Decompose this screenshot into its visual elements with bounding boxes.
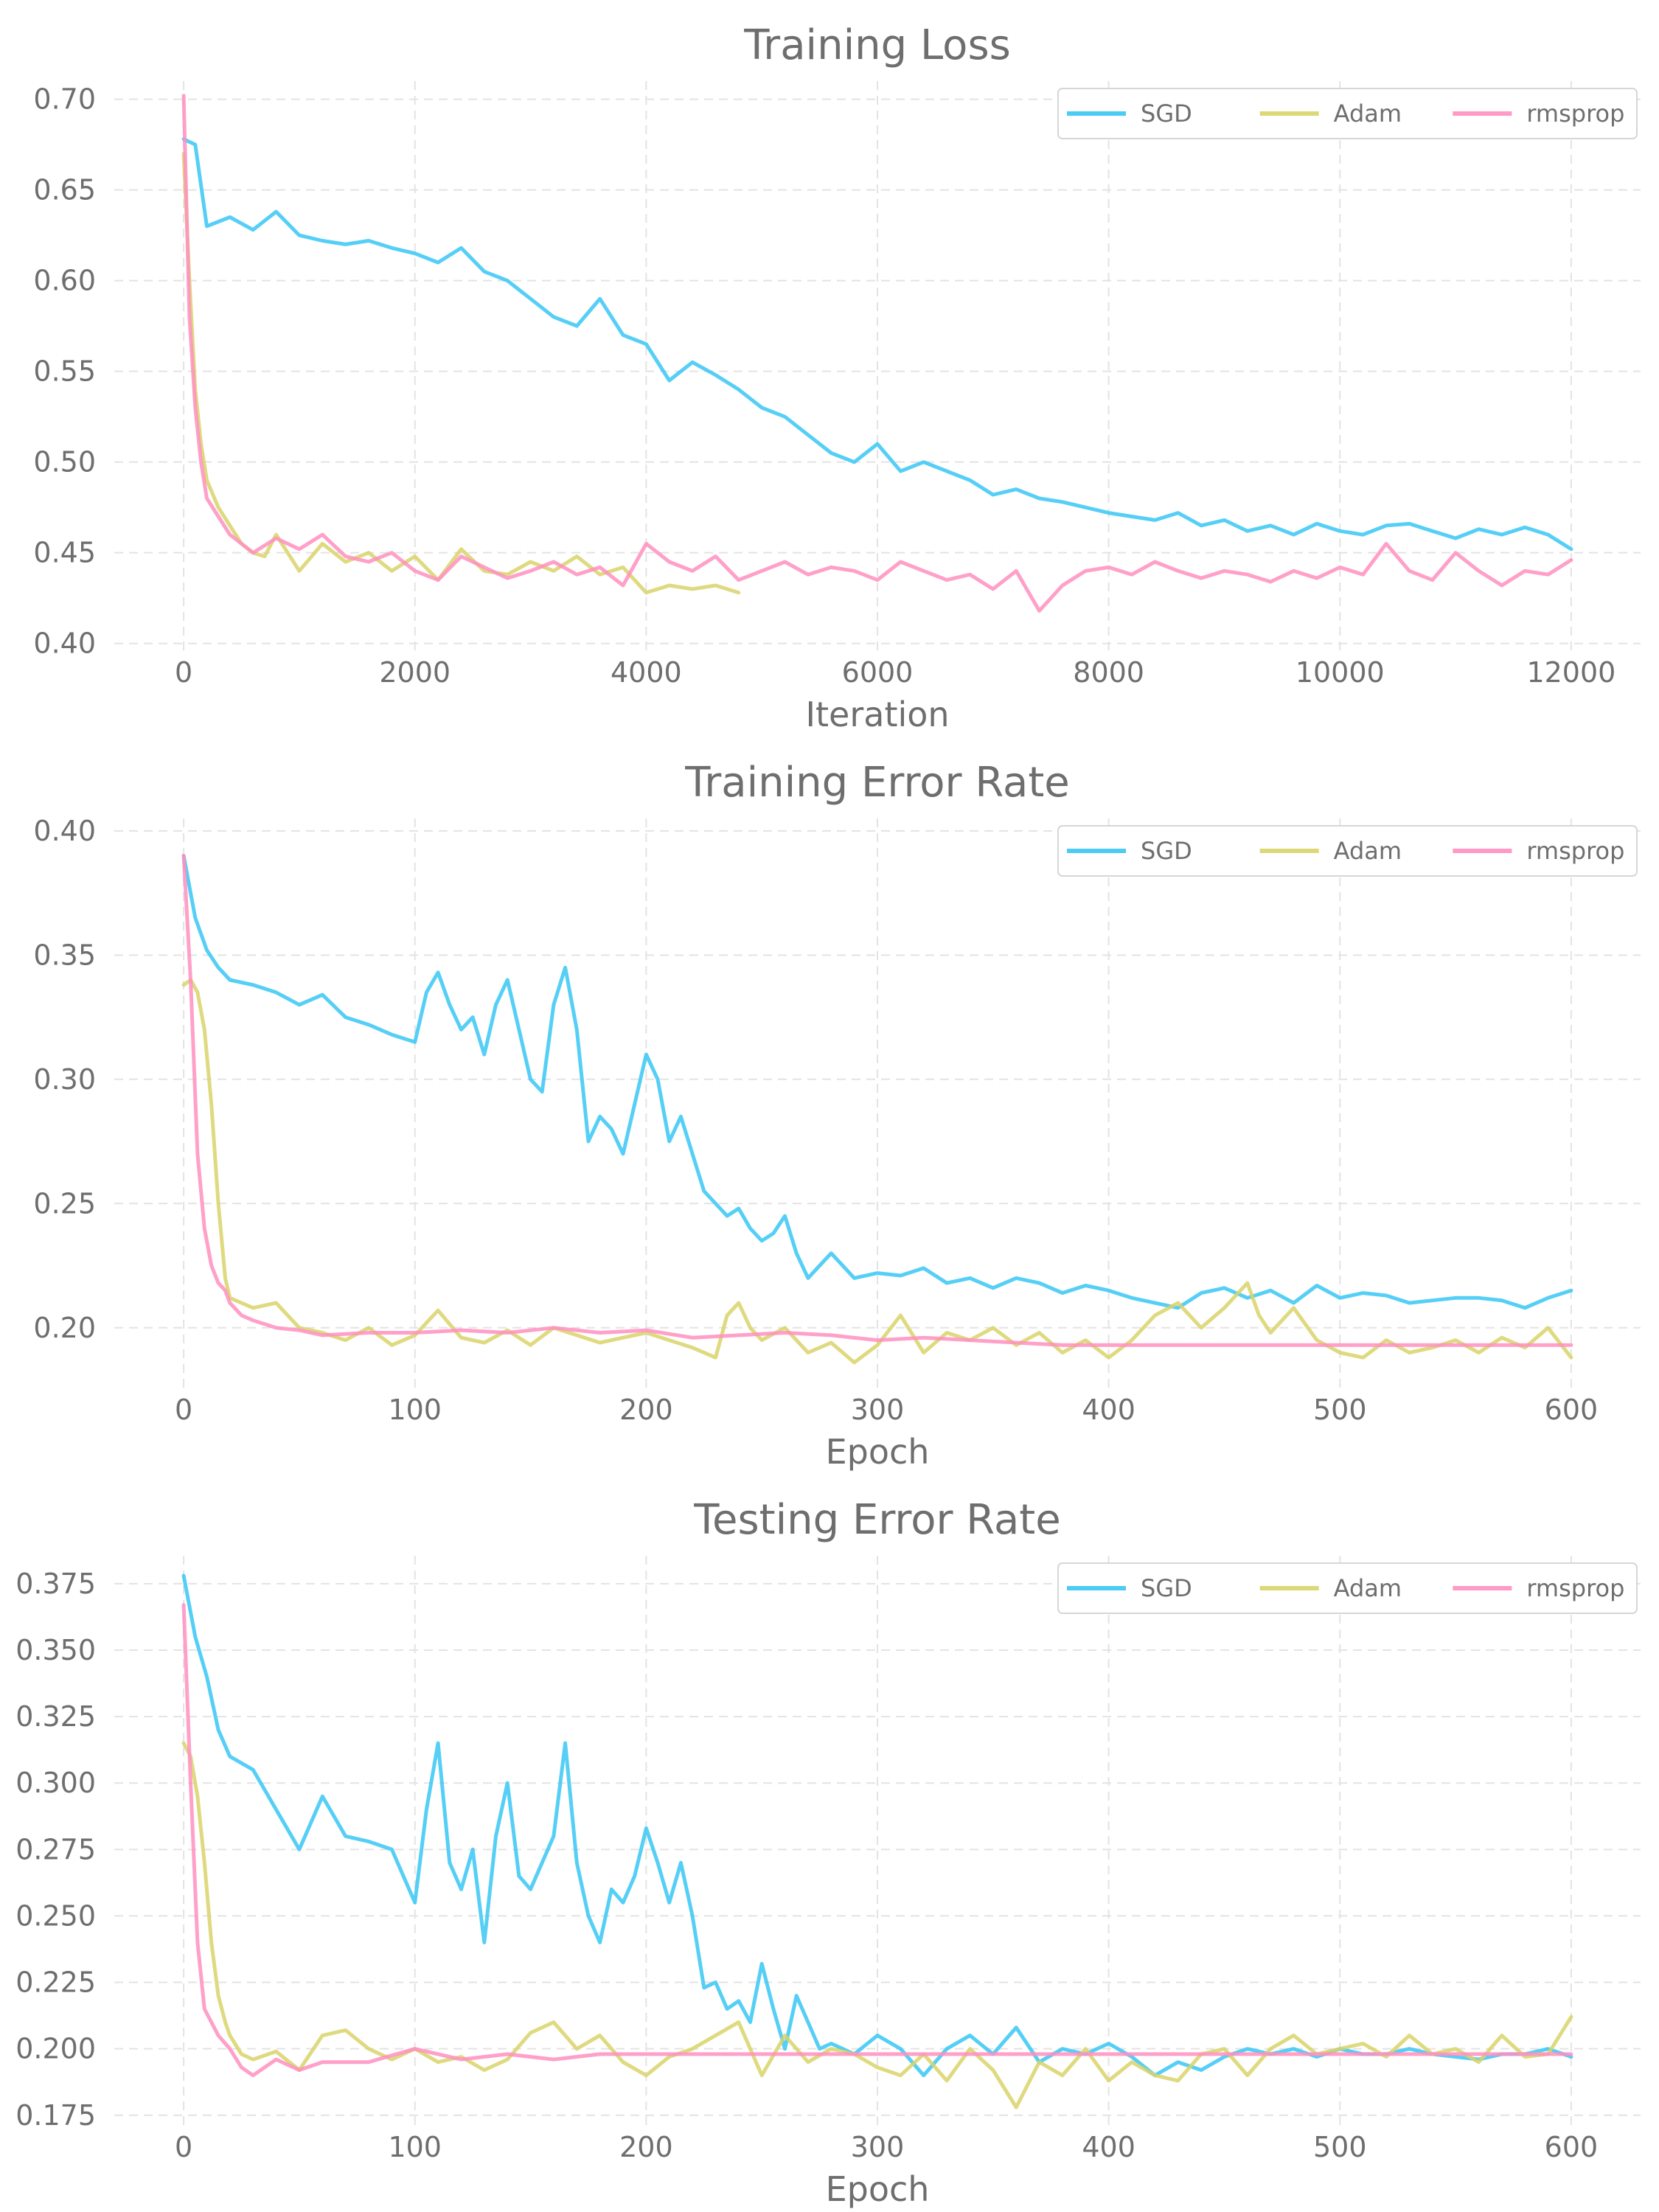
- legend: SGD Adam rmsprop: [1057, 1562, 1638, 1614]
- x-tick-label: 0: [175, 1394, 192, 1426]
- x-tick-label: 6000: [842, 656, 914, 689]
- y-tick-label: 0.30: [33, 1063, 96, 1096]
- x-tick-label: 500: [1313, 1394, 1367, 1426]
- y-tick-label: 0.325: [15, 1700, 96, 1733]
- x-tick-label: 200: [619, 1394, 673, 1426]
- legend-box: [1057, 825, 1638, 877]
- x-tick-label: 4000: [611, 656, 682, 689]
- legend-label-adam: Adam: [1334, 1574, 1402, 1602]
- legend-label-sgd: SGD: [1141, 100, 1192, 128]
- legend-box: [1057, 1562, 1638, 1614]
- chart-title: Testing Error Rate: [693, 1496, 1060, 1544]
- x-tick-label: 0: [175, 2131, 192, 2163]
- y-tick-label: 0.250: [15, 1899, 96, 1932]
- series-line-adam: [181, 978, 1573, 1365]
- x-tick-label: 12000: [1526, 656, 1615, 689]
- y-tick-label: 0.40: [33, 627, 96, 660]
- legend: SGD Adam rmsprop: [1057, 825, 1638, 877]
- y-tick-label: 0.20: [33, 1312, 96, 1344]
- y-tick-label: 0.50: [33, 446, 96, 479]
- chart-title: Training Error Rate: [684, 759, 1069, 807]
- x-axis-label: Epoch: [826, 2169, 930, 2209]
- x-tick-label: 500: [1313, 2131, 1367, 2163]
- x-tick-label: 2000: [379, 656, 451, 689]
- y-tick-label: 0.375: [15, 1568, 96, 1600]
- x-tick-label: 200: [619, 2131, 673, 2163]
- legend-label-rmsprop: rmsprop: [1526, 837, 1624, 865]
- series-line-sgd: [181, 854, 1573, 1310]
- y-tick-label: 0.60: [33, 265, 96, 297]
- x-tick-label: 400: [1082, 2131, 1135, 2163]
- chart-title: Training Loss: [743, 21, 1011, 69]
- x-tick-label: 600: [1545, 2131, 1599, 2163]
- x-tick-label: 400: [1082, 1394, 1135, 1426]
- x-tick-label: 100: [388, 1394, 442, 1426]
- legend-label-rmsprop: rmsprop: [1526, 100, 1624, 128]
- x-tick-label: 10000: [1295, 656, 1385, 689]
- series-line-rmsprop: [181, 1603, 1573, 2078]
- x-tick-label: 600: [1545, 1394, 1599, 1426]
- chart-1: Training Loss 0 2000 4000 6000 8000 10000 12000…: [33, 21, 1641, 734]
- y-tick-label: 0.70: [33, 83, 96, 116]
- legend-label-rmsprop: rmsprop: [1526, 1574, 1624, 1602]
- x-tick-label: 8000: [1073, 656, 1144, 689]
- y-tick-label: 0.175: [15, 2099, 96, 2132]
- series-line-adam: [181, 151, 741, 595]
- y-tick-label: 0.200: [15, 2033, 96, 2065]
- series-line-sgd: [181, 137, 1573, 552]
- legend-label-sgd: SGD: [1141, 837, 1192, 865]
- legend: SGD Adam rmsprop: [1057, 88, 1638, 139]
- x-tick-label: 0: [175, 656, 192, 689]
- y-tick-label: 0.275: [15, 1833, 96, 1865]
- legend-label-adam: Adam: [1334, 100, 1402, 128]
- y-tick-label: 0.350: [15, 1634, 96, 1666]
- x-axis-label: Epoch: [826, 1432, 930, 1472]
- x-tick-label: 300: [851, 1394, 905, 1426]
- series-line-rmsprop: [181, 94, 1573, 613]
- x-tick-label: 100: [388, 2131, 442, 2163]
- chart-2: Training Error Rate 0 100 200 300 400 500 600 0.…: [33, 759, 1641, 1472]
- y-tick-label: 0.45: [33, 537, 96, 569]
- x-axis-label: Iteration: [805, 695, 949, 734]
- legend-label-sgd: SGD: [1141, 1574, 1192, 1602]
- chart-3: Testing Error Rate 0 100 200 300 400 500 600 0.1…: [15, 1496, 1641, 2209]
- y-tick-label: 0.225: [15, 1966, 96, 1999]
- legend-box: [1057, 88, 1638, 139]
- y-tick-label: 0.25: [33, 1187, 96, 1220]
- y-tick-label: 0.55: [33, 355, 96, 388]
- y-tick-label: 0.65: [33, 174, 96, 206]
- x-tick-label: 300: [851, 2131, 905, 2163]
- y-tick-label: 0.40: [33, 815, 96, 847]
- legend-label-adam: Adam: [1334, 837, 1402, 865]
- y-tick-label: 0.35: [33, 939, 96, 971]
- y-tick-label: 0.300: [15, 1767, 96, 1799]
- series-line-rmsprop: [181, 854, 1573, 1347]
